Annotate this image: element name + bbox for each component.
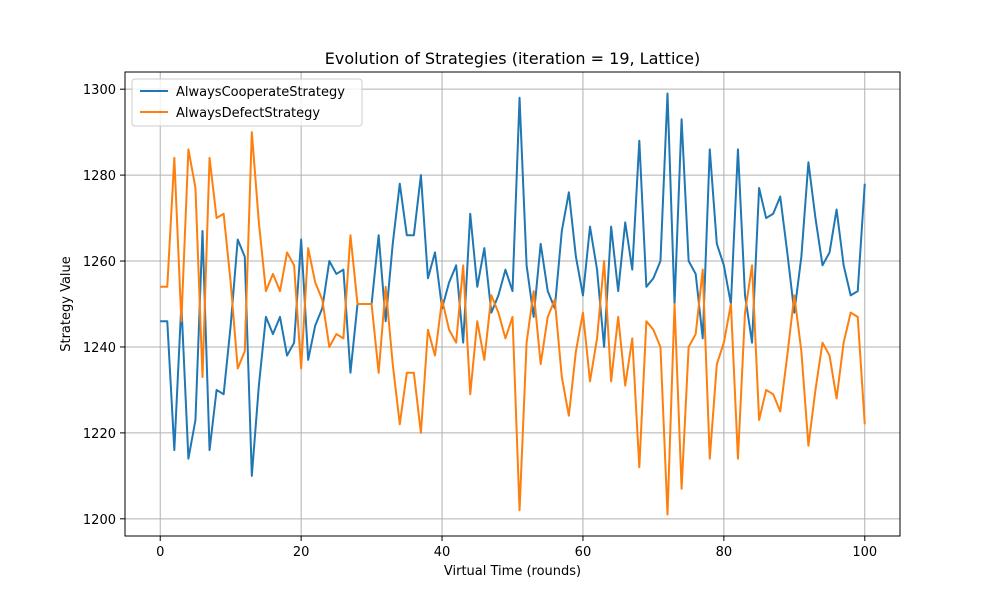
series-line-0	[160, 92, 866, 477]
chart-title: Evolution of Strategies (iteration = 19,…	[325, 49, 701, 68]
x-tick-label-3: 60	[575, 545, 592, 560]
x-tick-label-5: 100	[852, 545, 877, 560]
x-tick-label-2: 40	[434, 545, 451, 560]
plot-frame	[124, 71, 901, 537]
legend-label-1: AlwaysDefectStrategy	[176, 106, 320, 121]
legend-box	[131, 78, 363, 127]
legend: AlwaysCooperateStrategy AlwaysDefectStrat…	[131, 78, 363, 127]
y-tick-label-5: 1300	[83, 83, 116, 98]
y-tick-label-2: 1240	[83, 341, 116, 356]
y-tick-label-1: 1220	[83, 427, 116, 442]
legend-label-0: AlwaysCooperateStrategy	[176, 85, 345, 100]
y-axis-label: Strategy Value	[59, 256, 74, 352]
y-tick-label-0: 1200	[83, 513, 116, 528]
x-tick-label-1: 20	[293, 545, 310, 560]
series-line-1	[160, 131, 866, 516]
y-tick-label-4: 1280	[83, 169, 116, 184]
x-tick-label-0: 0	[156, 545, 164, 560]
x-tick-label-4: 80	[716, 545, 733, 560]
series-lines	[160, 92, 866, 516]
axis-ticks: 0 20 40 60 80 100 1200 1220 1240 1260 1280 1300	[83, 83, 877, 560]
y-tick-label-3: 1260	[83, 255, 116, 270]
x-axis-label: Virtual Time (rounds)	[444, 564, 581, 579]
